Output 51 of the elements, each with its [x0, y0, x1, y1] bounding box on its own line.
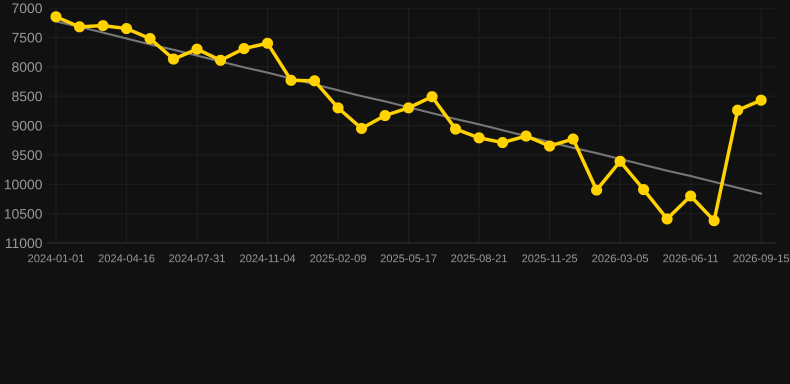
- point: [544, 140, 556, 152]
- x-tick-label: 2026-09-15: [733, 254, 790, 262]
- y-tick-label: 8000: [12, 62, 42, 72]
- x-tick-label: 2024-01-01: [28, 254, 84, 262]
- point: [74, 21, 86, 32]
- x-tick-label: 2024-11-04: [240, 254, 296, 262]
- point: [520, 130, 532, 142]
- y-tick-label: 7000: [12, 3, 42, 14]
- y-tick-label: 10500: [4, 208, 42, 219]
- y-tick-label: 9500: [12, 150, 42, 160]
- point: [426, 91, 438, 102]
- y-tick-label: 7500: [12, 32, 42, 43]
- point: [756, 94, 767, 106]
- point: [638, 184, 650, 196]
- point: [732, 104, 744, 116]
- point: [120, 23, 132, 34]
- y-tick-label: 9000: [12, 120, 42, 131]
- point: [144, 32, 156, 44]
- x-tick-label: 2024-04-16: [98, 254, 154, 262]
- point: [168, 54, 180, 65]
- point: [568, 133, 579, 145]
- point: [214, 54, 226, 66]
- point: [262, 38, 274, 49]
- point: [308, 75, 320, 86]
- x-tick-label: 2026-03-05: [592, 254, 648, 262]
- x-tick-label: 2025-08-21: [451, 254, 507, 262]
- point: [708, 215, 720, 226]
- point: [97, 20, 109, 32]
- point: [450, 123, 462, 135]
- point: [191, 44, 203, 55]
- x-tick-label: 2025-05-17: [380, 254, 436, 262]
- x-tick-label: 2025-11-25: [522, 254, 578, 262]
- point: [285, 74, 297, 86]
- point: [50, 11, 62, 22]
- point: [474, 132, 485, 144]
- point: [662, 213, 673, 224]
- x-tick-label: 2026-06-11: [663, 254, 718, 262]
- point: [238, 42, 250, 54]
- y-tick-label: 8500: [12, 91, 42, 102]
- point: [591, 184, 602, 196]
- point: [380, 110, 391, 122]
- point: [403, 102, 414, 114]
- point: [356, 122, 368, 134]
- y-tick-label: 11000: [6, 238, 42, 248]
- point: [685, 190, 696, 202]
- point: [614, 156, 626, 167]
- x-tick-label: 2024-07-31: [169, 254, 225, 262]
- point: [332, 102, 344, 114]
- x-tick-label: 2025-02-09: [310, 254, 366, 262]
- point: [497, 136, 508, 148]
- y-tick-label: 10000: [4, 180, 42, 190]
